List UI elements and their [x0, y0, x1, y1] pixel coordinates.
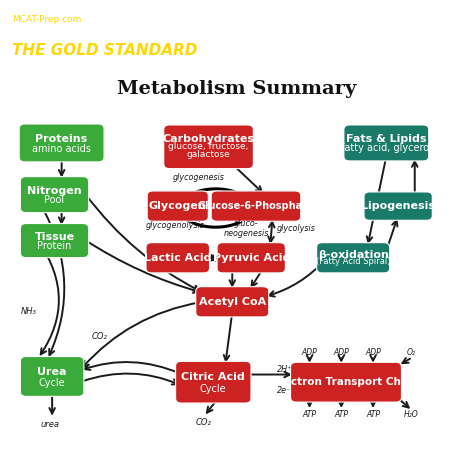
Text: Proteins: Proteins	[36, 134, 88, 144]
FancyBboxPatch shape	[217, 243, 285, 273]
FancyBboxPatch shape	[20, 357, 84, 396]
Text: Nitrogen: Nitrogen	[27, 186, 82, 196]
Text: NH₃: NH₃	[20, 307, 36, 316]
Text: THE GOLD STANDARD: THE GOLD STANDARD	[12, 43, 197, 58]
FancyBboxPatch shape	[196, 287, 269, 317]
Text: Pyruvic Acid: Pyruvic Acid	[212, 253, 290, 263]
Text: gluco-
neogenesis: gluco- neogenesis	[224, 219, 269, 238]
Text: ADP: ADP	[301, 348, 318, 357]
Text: ATP: ATP	[302, 410, 317, 419]
Text: Carbohydrates: Carbohydrates	[163, 134, 255, 144]
FancyBboxPatch shape	[317, 243, 390, 273]
FancyBboxPatch shape	[211, 191, 301, 221]
FancyBboxPatch shape	[175, 361, 251, 403]
Text: fatty acid, glycerol: fatty acid, glycerol	[341, 143, 432, 153]
Text: Cycle: Cycle	[39, 377, 65, 388]
Text: Tissue: Tissue	[35, 232, 74, 242]
Text: O₂: O₂	[407, 348, 416, 357]
Text: 2e⁻: 2e⁻	[277, 386, 292, 395]
Text: ATP: ATP	[334, 410, 348, 419]
Text: Protein: Protein	[37, 241, 72, 251]
FancyBboxPatch shape	[20, 177, 89, 212]
FancyBboxPatch shape	[20, 223, 89, 258]
Text: 2H⁺: 2H⁺	[277, 365, 292, 374]
Text: Urea: Urea	[37, 367, 67, 377]
Text: MCAT-Prep.com: MCAT-Prep.com	[12, 15, 81, 24]
Text: Citric Acid: Citric Acid	[182, 372, 245, 382]
FancyBboxPatch shape	[344, 125, 428, 161]
Text: Cycle: Cycle	[200, 384, 227, 394]
Text: Electron Transport Chain: Electron Transport Chain	[273, 377, 419, 387]
Text: H₂O: H₂O	[404, 410, 419, 419]
Text: (Fatty Acid Spiral): (Fatty Acid Spiral)	[316, 257, 391, 266]
FancyBboxPatch shape	[146, 243, 210, 273]
FancyBboxPatch shape	[164, 125, 253, 169]
Text: β-oxidation: β-oxidation	[318, 250, 389, 260]
Text: glycogenesis: glycogenesis	[173, 173, 225, 182]
Text: Acetyl CoA: Acetyl CoA	[199, 297, 266, 307]
Text: urea: urea	[40, 420, 59, 429]
Text: Pool: Pool	[45, 195, 64, 205]
Text: Lactic Acid: Lactic Acid	[144, 253, 211, 263]
Text: ADP: ADP	[333, 348, 349, 357]
Text: ATP: ATP	[366, 410, 380, 419]
Text: glucose, fructose,: glucose, fructose,	[168, 142, 249, 151]
Text: glycogenolysis: glycogenolysis	[146, 221, 205, 230]
Text: CO₂: CO₂	[196, 418, 212, 427]
Text: Fats & Lipids: Fats & Lipids	[346, 134, 427, 144]
FancyBboxPatch shape	[364, 192, 432, 220]
Text: glycolysis: glycolysis	[277, 224, 316, 233]
Text: galactose: galactose	[187, 150, 230, 159]
FancyBboxPatch shape	[147, 191, 209, 221]
Text: CO₂: CO₂	[91, 332, 108, 341]
Text: amino acids: amino acids	[32, 144, 91, 154]
Text: Glycogen: Glycogen	[149, 201, 207, 211]
Text: Metabolism Summary: Metabolism Summary	[117, 80, 357, 98]
FancyBboxPatch shape	[291, 362, 401, 402]
Text: Glucose-6-Phosphate: Glucose-6-Phosphate	[198, 201, 314, 211]
Text: ADP: ADP	[365, 348, 381, 357]
FancyBboxPatch shape	[19, 124, 104, 162]
Text: Lipogenesis: Lipogenesis	[361, 201, 435, 211]
